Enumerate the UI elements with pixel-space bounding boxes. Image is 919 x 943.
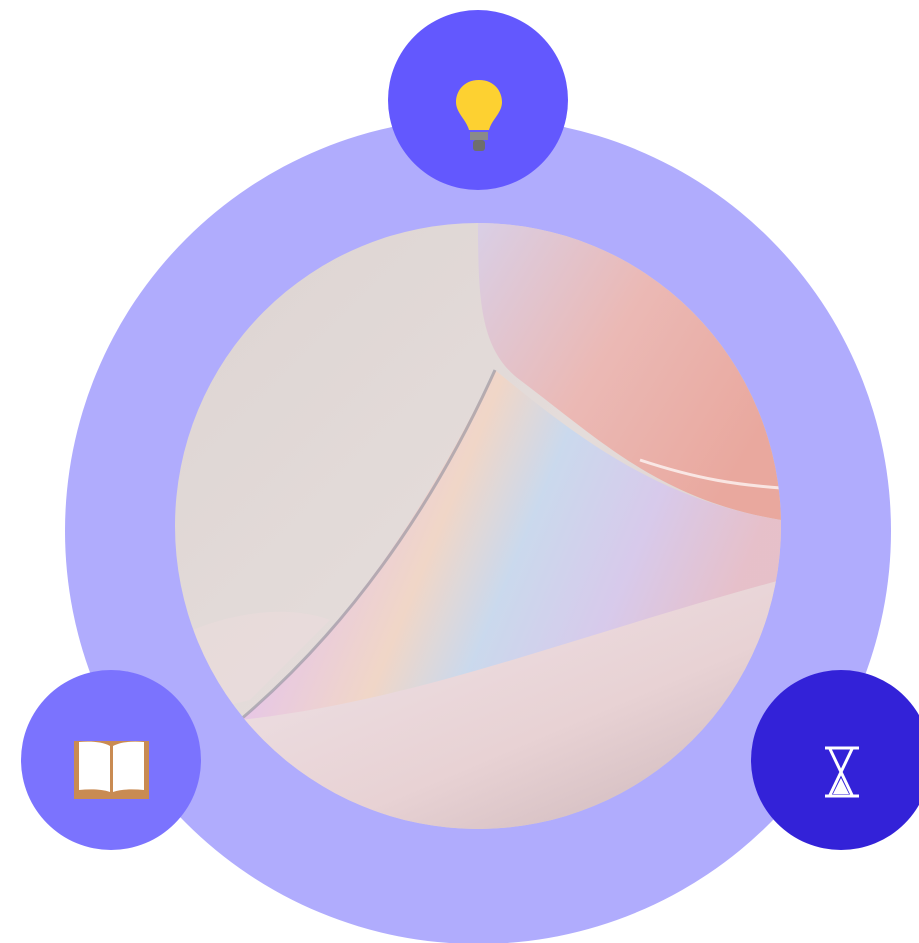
time-badge [751,670,919,850]
book-badge [21,670,201,850]
idea-badge [388,10,568,190]
